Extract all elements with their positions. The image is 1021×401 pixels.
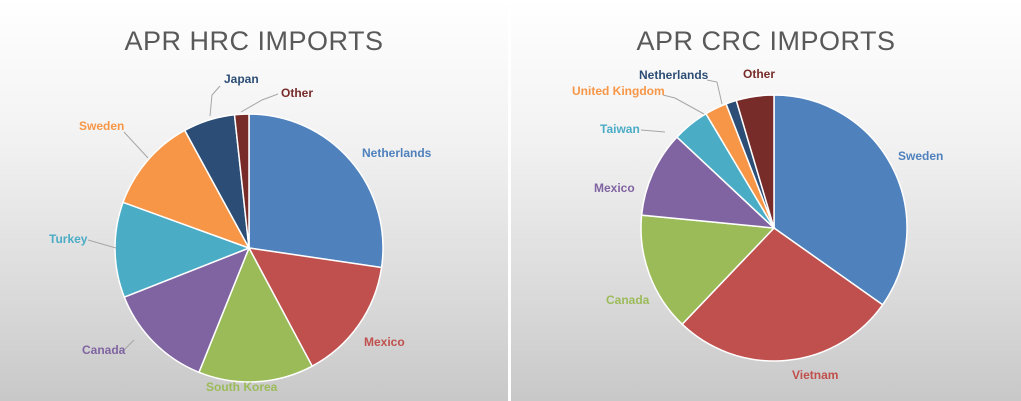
crc-pie-chart: Sweden Vietnam Canada Mexico Taiwan United Ki… xyxy=(572,67,943,382)
pie-slice-turkey xyxy=(114,201,252,299)
pie-slice-other xyxy=(735,94,775,229)
leader-line xyxy=(240,93,279,113)
pie-slices xyxy=(640,94,908,362)
leader-line xyxy=(662,94,705,115)
pie-slice-mexico xyxy=(247,247,383,368)
pie-slice-canada xyxy=(123,246,251,374)
panel-divider xyxy=(508,0,511,401)
slice-label: United Kingdom xyxy=(572,84,665,98)
chart-title: APR HRC IMPORTS xyxy=(124,26,384,56)
hrc-pie-chart: Netherlands Mexico South Korea Canada Turkey… xyxy=(49,72,432,394)
pie-slice-sweden xyxy=(122,129,251,250)
leader-line xyxy=(87,239,117,249)
pie-slice-south-korea xyxy=(198,246,314,383)
slice-label: Mexico xyxy=(594,181,635,195)
leader-line xyxy=(706,79,723,105)
slice-label: Taiwan xyxy=(600,122,640,136)
pie-slice-vietnam xyxy=(681,227,884,362)
slice-label: Turkey xyxy=(49,232,88,246)
leader-line xyxy=(209,85,221,117)
pie-slice-mexico xyxy=(640,136,777,229)
slice-label: Canada xyxy=(606,293,650,307)
slice-label: Other xyxy=(743,67,775,81)
slice-label: Mexico xyxy=(364,335,405,349)
pie-slice-other xyxy=(233,113,250,249)
slice-label: Japan xyxy=(224,72,259,86)
slice-label: South Korea xyxy=(206,380,278,394)
slice-label: Canada xyxy=(82,343,126,357)
chart-title: APR CRC IMPORTS xyxy=(636,26,896,56)
slice-label: Netherlands xyxy=(639,68,709,82)
hrc-chart-panel: APR HRC IMPORTS Netherlands Mexico South K… xyxy=(0,0,508,401)
slice-label: Vietnam xyxy=(792,368,838,382)
pie-slice-netherlands xyxy=(248,113,384,269)
pie-slice-canada xyxy=(640,214,776,326)
leader-line xyxy=(123,131,149,159)
crc-chart-panel: APR CRC IMPORTS Sweden Vietnam Canada Mexic… xyxy=(511,0,1021,401)
leader-line xyxy=(121,339,135,353)
pie-slice-sweden xyxy=(773,94,908,306)
slice-label: Sweden xyxy=(79,119,124,133)
slice-label: Netherlands xyxy=(362,146,432,160)
pie-slices xyxy=(114,113,384,383)
slice-label: Sweden xyxy=(898,149,943,163)
leader-line xyxy=(640,129,666,133)
slice-label: Other xyxy=(281,86,313,100)
